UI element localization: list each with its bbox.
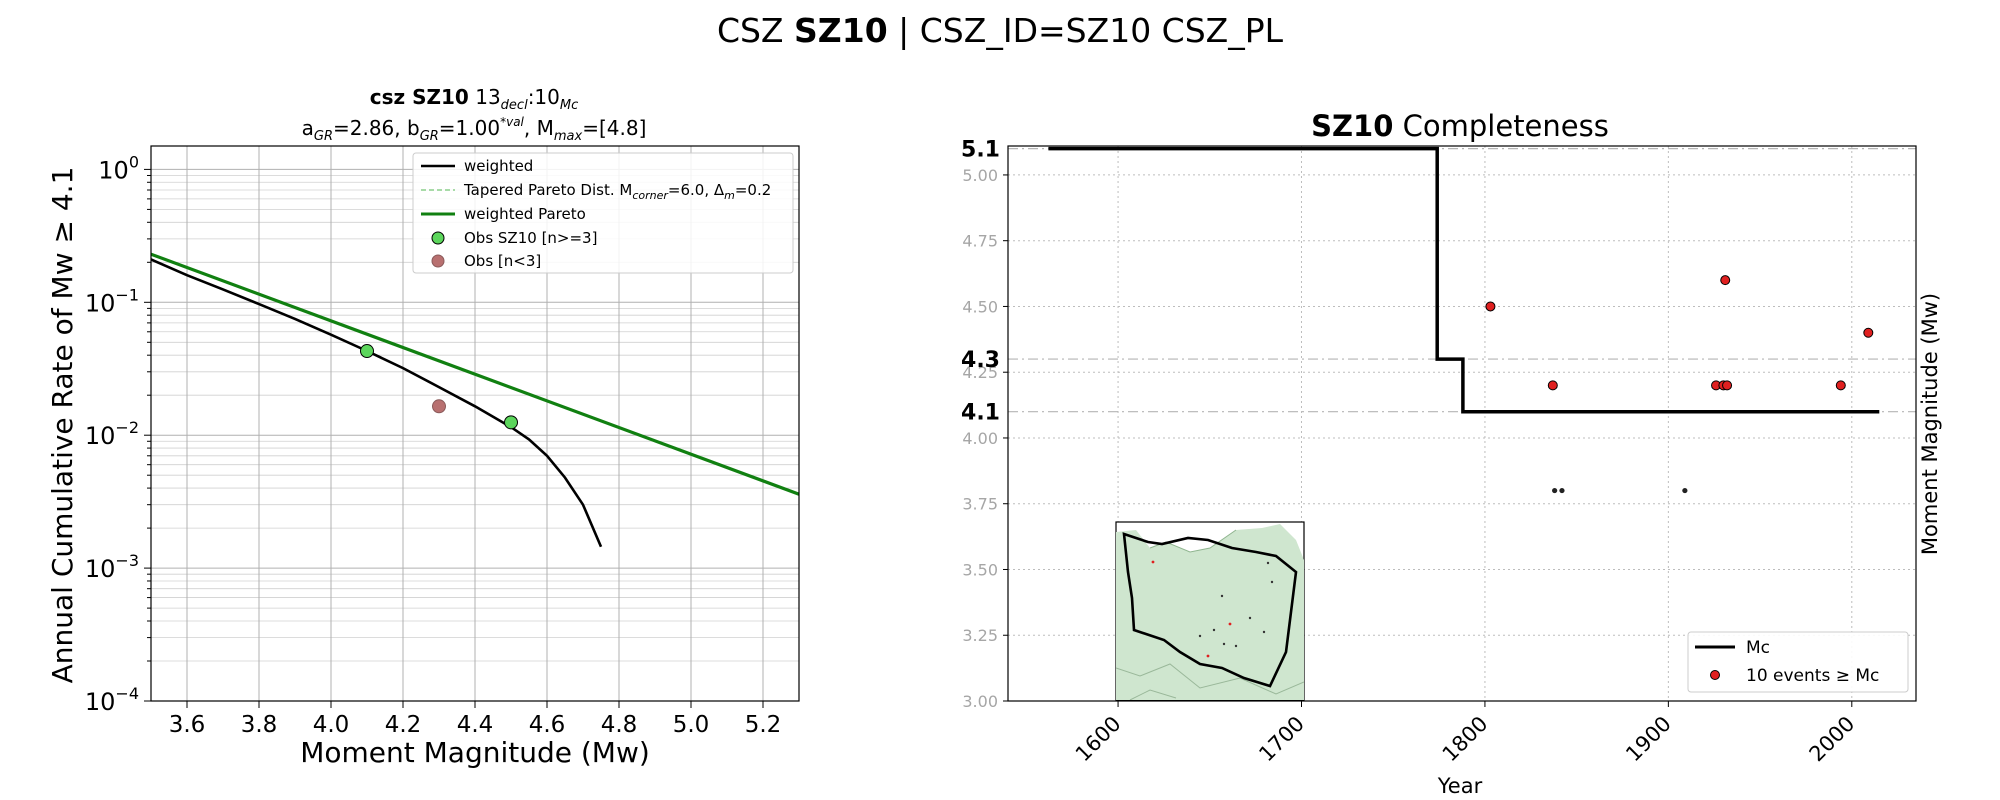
- x-tick-label: 1600: [1071, 712, 1126, 767]
- series-line-pareto: [151, 252, 799, 496]
- legend-obs-low-label: Obs [n<3]: [464, 252, 541, 270]
- event-point-above-mc: [1835, 380, 1846, 391]
- event-point-below-mc: [1552, 487, 1558, 494]
- inset-map-border-a: [1116, 663, 1304, 695]
- x-tick-label: 4.2: [385, 712, 422, 738]
- rate-chart-points: [360, 344, 518, 430]
- y-tick-label: 3.75: [962, 495, 998, 514]
- mc-level-label: 4.1: [961, 401, 1000, 426]
- x-tick-label: 4.4: [457, 712, 494, 738]
- y-tick-label: 10−3: [85, 551, 139, 583]
- rate-chart: csz SZ10 13decl:10Mc aGR=2.86, bGR=1.00*…: [46, 85, 800, 769]
- rate-chart-legend: weighted Tapered Pareto Dist. Mcorner=6.…: [412, 152, 794, 274]
- x-tick-label: 1900: [1621, 712, 1676, 767]
- mc-level-label: 4.3: [961, 348, 1000, 373]
- obs-point: [504, 415, 518, 430]
- legend-mc-label: Mc: [1746, 638, 1770, 658]
- rate-chart-xlabel: Moment Magnitude (Mw): [300, 736, 650, 769]
- completeness-chart: SZ10 Completeness: [961, 109, 1942, 798]
- y-tick-label: 100: [98, 152, 139, 184]
- rate-chart-grid: [151, 146, 799, 702]
- x-tick-label: 4.8: [601, 712, 638, 738]
- event-point-above-mc: [1485, 301, 1496, 312]
- event-point-below-mc: [1559, 487, 1565, 494]
- obs-point: [360, 344, 374, 359]
- y-tick-label: 10−4: [85, 684, 139, 716]
- y-tick-label: 3.25: [962, 626, 998, 645]
- y-tick-label: 4.50: [962, 297, 998, 316]
- y-tick-label: 3.50: [962, 560, 998, 579]
- completeness-chart-ylabel: Moment Magnitude (Mw): [1918, 293, 1942, 555]
- y-tick-label: 5.00: [962, 166, 998, 185]
- legend-events-marker: [1710, 670, 1720, 680]
- event-point-above-mc: [1863, 327, 1874, 338]
- x-tick-label: 5.0: [673, 712, 710, 738]
- legend-obs-marker: [431, 231, 445, 245]
- y-tick-label: 4.25: [962, 363, 998, 382]
- y-tick-label: 10−1: [85, 285, 139, 317]
- x-tick-label: 4.6: [529, 712, 566, 738]
- legend-events-label: 10 events ≥ Mc: [1746, 666, 1879, 686]
- legend-obs-label: Obs SZ10 [n>=3]: [464, 229, 597, 247]
- legend-tapered-label: Tapered Pareto Dist. Mcorner=6.0, Δm=0.2: [463, 181, 771, 202]
- y-tick-label: 4.00: [962, 429, 998, 448]
- event-point-above-mc: [1722, 380, 1733, 391]
- inset-map: [1115, 521, 1305, 701]
- series-line-weighted: [151, 258, 603, 548]
- rate-chart-series: [151, 252, 799, 548]
- completeness-chart-series: [1048, 146, 1880, 414]
- event-point-above-mc: [1720, 275, 1731, 286]
- mc-step-line: [1048, 146, 1880, 414]
- rate-chart-ticks: 3.6 3.8 4.0 4.2 4.4 4.6 4.8 5.0 5.2 100 10−1 10−2 10…: [85, 152, 781, 738]
- inset-map-land: [1116, 524, 1304, 700]
- x-tick-label: 5.2: [745, 712, 782, 738]
- y-tick-label: 10−2: [85, 418, 139, 450]
- rate-chart-title-line2: aGR=2.86, bGR=1.00*val, Mmax=[4.8]: [302, 115, 647, 144]
- event-point-below-mc: [1682, 487, 1688, 494]
- completeness-chart-title: SZ10 Completeness: [1311, 109, 1609, 143]
- inset-map-zone-outline: [1122, 532, 1298, 688]
- completeness-chart-xlabel: Year: [1437, 774, 1483, 798]
- x-tick-label: 4.0: [313, 712, 350, 738]
- rate-chart-title-line1: csz SZ10 13decl:10Mc: [370, 85, 579, 113]
- rate-chart-ylabel: Annual Cumulative Rate of Mw ≥ 4.1: [46, 167, 79, 684]
- x-tick-label: 3.6: [169, 712, 206, 738]
- legend-obs-low-marker: [431, 254, 445, 268]
- inset-map-border-b: [1129, 689, 1177, 700]
- completeness-chart-points: [1485, 275, 1874, 494]
- y-tick-label: 3.00: [962, 692, 998, 711]
- obs-point: [432, 399, 446, 414]
- event-point-above-mc: [1547, 380, 1558, 391]
- mc-level-label: 5.1: [961, 138, 1000, 163]
- completeness-chart-legend: Mc 10 events ≥ Mc: [1687, 631, 1909, 693]
- y-tick-label: 4.75: [962, 232, 998, 251]
- x-tick-label: 1800: [1438, 712, 1493, 767]
- legend-pareto-label: weighted Pareto: [464, 205, 586, 223]
- completeness-chart-frame: [1007, 145, 1917, 702]
- figure-suptitle: CSZ SZ10 | CSZ_ID=SZ10 CSZ_PL: [717, 11, 1284, 50]
- legend-weighted-label: weighted: [464, 157, 533, 175]
- x-tick-label: 1700: [1254, 712, 1309, 767]
- x-tick-label: 2000: [1805, 712, 1860, 767]
- x-tick-label: 3.8: [241, 712, 278, 738]
